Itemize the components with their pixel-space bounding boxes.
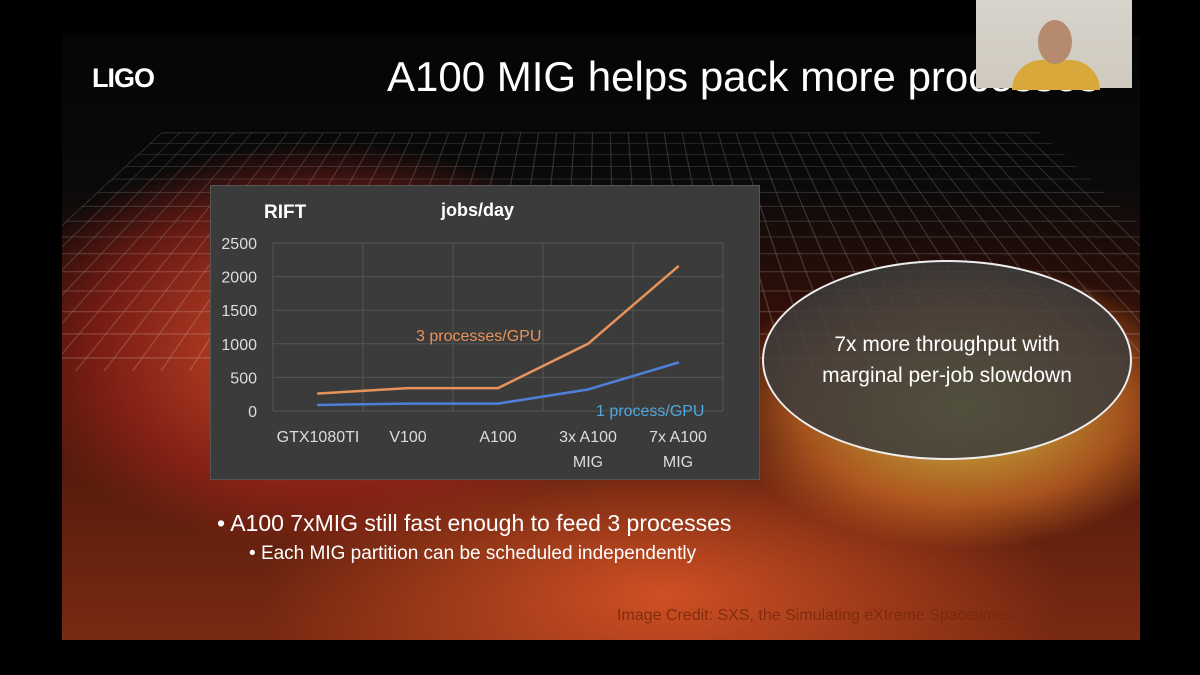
data-point (316, 403, 320, 407)
bullet-1: • A100 7xMIG still fast enough to feed 3… (217, 510, 732, 536)
x-tick-label: A100 (479, 429, 516, 446)
bullet-1-text: A100 7xMIG still fast enough to feed 3 p… (230, 510, 732, 536)
y-tick-label: 0 (248, 404, 257, 421)
y-tick-label: 2000 (221, 270, 257, 287)
y-tick-label: 1000 (221, 337, 257, 354)
slide: LIGO A100 MIG helps pack more processes … (62, 35, 1140, 640)
bullet-list: • A100 7xMIG still fast enough to feed 3… (217, 510, 731, 565)
x-tick-label: MIG (573, 454, 603, 471)
bullet-2-text: Each MIG partition can be scheduled inde… (260, 543, 697, 564)
presenter-head (1038, 20, 1072, 64)
chart: RIFT jobs/day 0 500 1000 1500 2000 2500 GTX1080T… (210, 185, 760, 480)
data-point (676, 265, 680, 268)
data-point (586, 342, 590, 345)
data-point (496, 386, 500, 390)
bullet-2: • Each MIG partition can be scheduled in… (249, 543, 697, 564)
data-point (316, 392, 320, 395)
y-tick-label: 2500 (221, 236, 257, 253)
x-tick-label: 3x A100 (559, 429, 617, 446)
webcam-thumbnail[interactable] (976, 0, 1132, 90)
chart-svg: RIFT jobs/day 0 500 1000 1500 2000 2500 GTX1080T… (221, 200, 724, 471)
data-point (406, 386, 410, 390)
chart-subtitle: jobs/day (440, 200, 514, 220)
data-point (586, 388, 590, 391)
callout-text: 7x more throughput with marginal per-job… (822, 332, 1072, 388)
data-point (406, 402, 410, 405)
series-label-3-processes: 3 processes/GPU (416, 328, 541, 345)
data-point (676, 361, 680, 364)
y-tick-label: 500 (230, 370, 257, 387)
image-credit: Image Credit: SXS, the Simulating eXtrem… (617, 607, 1013, 624)
callout-bubble: 7x more throughput with marginal per-job… (762, 260, 1132, 460)
y-tick-label: 1500 (221, 303, 257, 320)
ligo-logo: LIGO (92, 63, 155, 93)
series-line-2 (317, 361, 679, 407)
x-tick-label: 7x A100 (649, 429, 707, 446)
x-tick-label: V100 (389, 429, 426, 446)
data-point (496, 402, 500, 405)
x-tick-label: MIG (663, 454, 693, 471)
x-tick-label: GTX1080TI (277, 429, 360, 446)
chart-title: RIFT (264, 202, 307, 223)
presenter-body (1012, 60, 1100, 90)
series-label-1-process: 1 process/GPU (596, 403, 704, 420)
